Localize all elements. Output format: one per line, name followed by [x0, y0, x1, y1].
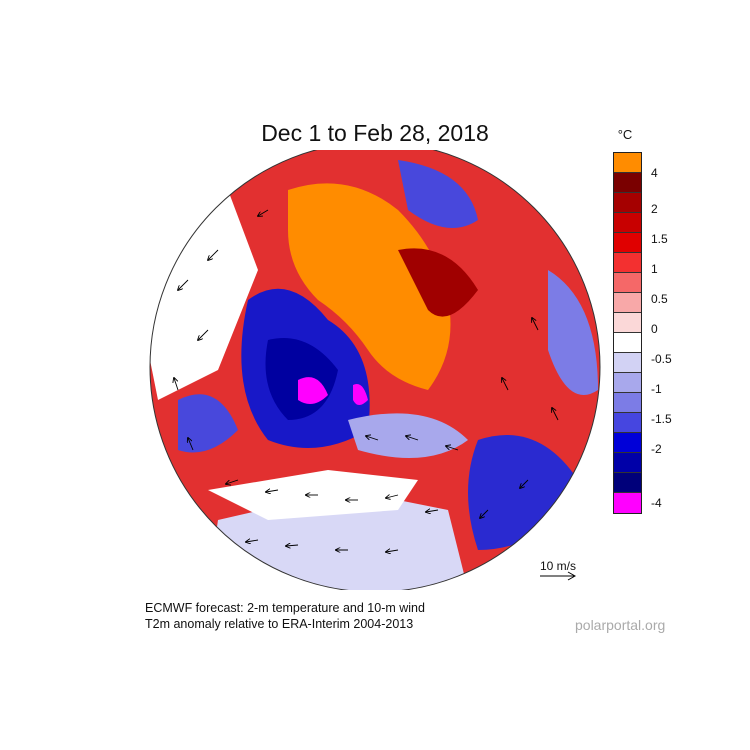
- colorbar-tick-label: -2: [651, 442, 662, 456]
- wind-vectors: [174, 209, 559, 552]
- colorbar-tick-label: 1.5: [651, 232, 668, 246]
- colorbar-tick-label: 4: [651, 166, 658, 180]
- colorbar-tick-label: 0.5: [651, 292, 668, 306]
- caption-line-1: ECMWF forecast: 2-m temperature and 10-m…: [145, 601, 425, 615]
- colorbar: [613, 152, 642, 514]
- colorbar-tick-label: -1.5: [651, 412, 672, 426]
- colorbar-tick-label: 2: [651, 202, 658, 216]
- colorbar-tick-label: -4: [651, 496, 662, 510]
- cold-anomaly-northeast: [398, 160, 478, 228]
- colorbar-swatch: [614, 453, 641, 473]
- colorbar-swatch: [614, 173, 641, 193]
- colorbar-swatch: [614, 233, 641, 253]
- colorbar-swatch: [614, 193, 641, 213]
- colorbar-tick-label: -1: [651, 382, 662, 396]
- credit-text: polarportal.org: [575, 617, 666, 633]
- colorbar-swatch: [614, 413, 641, 433]
- magenta-cold-spot: [298, 377, 328, 404]
- colorbar-swatch: [614, 313, 641, 333]
- colorbar-swatch: [614, 433, 641, 453]
- polar-map: [149, 150, 601, 590]
- colorbar-swatch: [614, 373, 641, 393]
- colorbar-swatch: [614, 293, 641, 313]
- warm-anomaly-dark: [398, 248, 478, 317]
- colorbar-tick-label: 0: [651, 322, 658, 336]
- warm-anomaly-arctic: [288, 183, 451, 390]
- colorbar-unit: °C: [617, 127, 633, 142]
- caption-line-2: T2m anomaly relative to ERA-Interim 2004…: [145, 617, 414, 631]
- colorbar-swatch: [614, 273, 641, 293]
- colorbar-swatch: [614, 473, 641, 493]
- cool-anomaly-east: [548, 270, 598, 395]
- wind-reference-arrow: [540, 571, 577, 581]
- colorbar-tick-label: 1: [651, 262, 658, 276]
- magenta-cold-spot: [353, 384, 368, 405]
- wind-reference-label: 10 m/s: [540, 559, 577, 573]
- map-title: Dec 1 to Feb 28, 2018: [261, 120, 489, 146]
- colorbar-swatch: [614, 333, 641, 353]
- cold-anomaly-west: [178, 394, 238, 453]
- colorbar-swatch: [614, 353, 641, 373]
- colorbar-swatch: [614, 493, 641, 513]
- colorbar-swatch: [614, 153, 641, 173]
- colorbar-swatch: [614, 393, 641, 413]
- colorbar-swatch: [614, 253, 641, 273]
- colorbar-tick-label: -0.5: [651, 352, 672, 366]
- colorbar-swatch: [614, 213, 641, 233]
